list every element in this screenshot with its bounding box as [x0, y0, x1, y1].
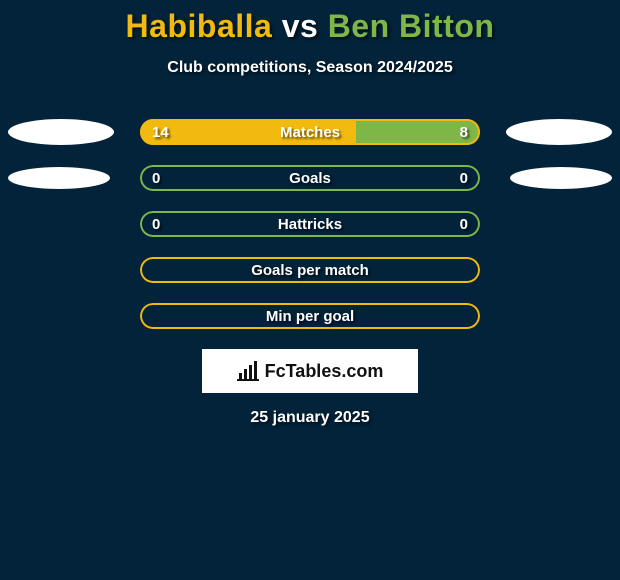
- vs-separator: vs: [282, 8, 319, 44]
- stat-bar: 148Matches: [140, 119, 480, 145]
- stat-value-right: 0: [460, 211, 468, 237]
- stat-value-left: 0: [152, 165, 160, 191]
- stat-label: Goals per match: [140, 257, 480, 283]
- stat-bar-border: [140, 211, 480, 237]
- player-a-marker: [8, 167, 110, 189]
- stat-rows: 148Matches00Goals00HattricksGoals per ma…: [0, 119, 620, 329]
- stat-bar: Min per goal: [140, 303, 480, 329]
- logo-box: FcTables.com: [202, 349, 418, 393]
- stat-label: Hattricks: [140, 211, 480, 237]
- stat-row: 148Matches: [0, 119, 620, 145]
- stat-value-left: 0: [152, 211, 160, 237]
- stat-row: 0 0Hattricks: [0, 211, 620, 237]
- stat-row: Min per goal: [0, 303, 620, 329]
- stat-bar-fill-left: [140, 119, 356, 145]
- stat-bar-border: [140, 165, 480, 191]
- stat-value-right: 0: [460, 165, 468, 191]
- stat-row: 0 0Goals: [0, 165, 620, 191]
- stat-bar: 0 0Hattricks: [140, 211, 480, 237]
- subtitle: Club competitions, Season 2024/2025: [0, 59, 620, 77]
- stat-bar-border: [140, 257, 480, 283]
- bar-chart-icon: [237, 361, 259, 381]
- stat-label: Min per goal: [140, 303, 480, 329]
- player-a-name: Habiballa: [126, 8, 273, 44]
- stat-bar-border: [140, 303, 480, 329]
- comparison-title: Habiballa vs Ben Bitton: [0, 0, 620, 45]
- player-b-marker: [506, 119, 612, 145]
- stat-bar: 0 0Goals: [140, 165, 480, 191]
- stat-row: Goals per match: [0, 257, 620, 283]
- player-b-name: Ben Bitton: [328, 8, 495, 44]
- player-a-marker: [8, 119, 114, 145]
- stat-bar-fill-right: [356, 119, 480, 145]
- player-b-marker: [510, 167, 612, 189]
- logo-text: FcTables.com: [265, 361, 384, 382]
- stat-bar: Goals per match: [140, 257, 480, 283]
- stat-label: Goals: [140, 165, 480, 191]
- date-text: 25 january 2025: [0, 409, 620, 427]
